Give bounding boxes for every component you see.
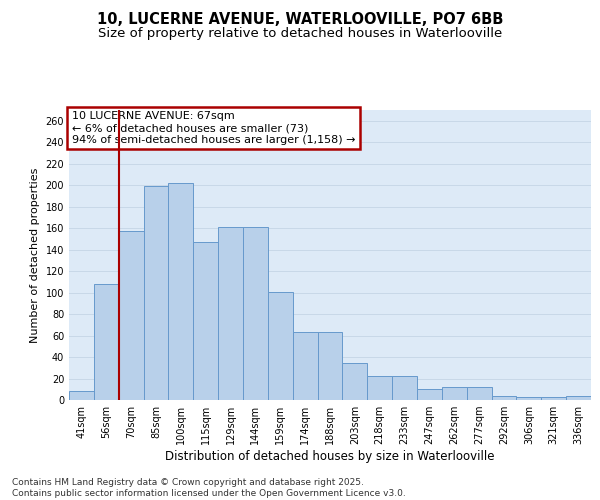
Text: Contains HM Land Registry data © Crown copyright and database right 2025.
Contai: Contains HM Land Registry data © Crown c… xyxy=(12,478,406,498)
Bar xyxy=(169,183,193,400)
Bar xyxy=(293,332,317,400)
Bar xyxy=(143,186,169,400)
Bar xyxy=(442,387,467,400)
Bar xyxy=(119,232,143,400)
Text: 10, LUCERNE AVENUE, WATERLOOVILLE, PO7 6BB: 10, LUCERNE AVENUE, WATERLOOVILLE, PO7 6… xyxy=(97,12,503,28)
Bar xyxy=(193,242,218,400)
Bar xyxy=(566,396,591,400)
Bar xyxy=(69,392,94,400)
Bar xyxy=(417,390,442,400)
Bar xyxy=(491,396,517,400)
Y-axis label: Number of detached properties: Number of detached properties xyxy=(30,168,40,342)
Bar xyxy=(243,227,268,400)
Bar xyxy=(218,227,243,400)
Bar xyxy=(517,397,541,400)
Bar xyxy=(317,332,343,400)
Bar xyxy=(392,376,417,400)
Bar xyxy=(541,397,566,400)
Bar xyxy=(467,387,491,400)
Bar xyxy=(94,284,119,400)
Bar xyxy=(343,364,367,400)
Bar xyxy=(367,376,392,400)
Text: Size of property relative to detached houses in Waterlooville: Size of property relative to detached ho… xyxy=(98,28,502,40)
X-axis label: Distribution of detached houses by size in Waterlooville: Distribution of detached houses by size … xyxy=(165,450,495,463)
Text: 10 LUCERNE AVENUE: 67sqm
← 6% of detached houses are smaller (73)
94% of semi-de: 10 LUCERNE AVENUE: 67sqm ← 6% of detache… xyxy=(71,112,355,144)
Bar xyxy=(268,292,293,400)
